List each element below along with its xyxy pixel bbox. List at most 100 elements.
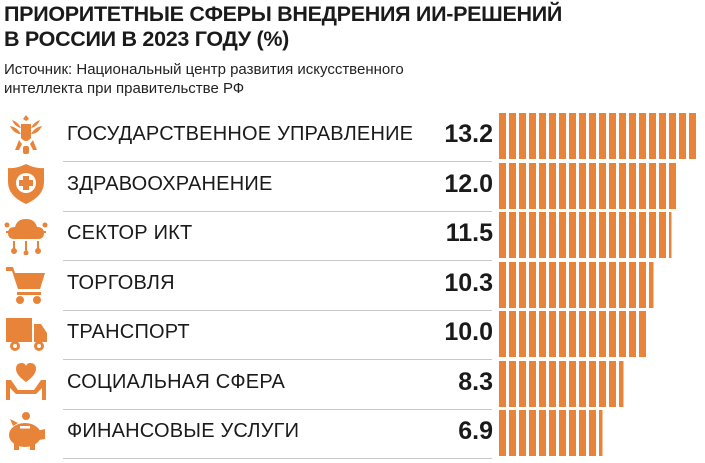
bar-segment — [609, 162, 616, 209]
bar-segment — [559, 113, 566, 159]
shopping-cart-icon — [4, 261, 48, 305]
bar-segment — [659, 212, 666, 258]
bar-segment — [519, 113, 526, 159]
bar-row: ТРАНСПОРТ 10.0 — [0, 310, 705, 360]
bar-segment — [669, 162, 676, 209]
bar — [499, 360, 624, 407]
value-label: 11.5 — [445, 219, 493, 247]
bar-segment — [499, 261, 506, 308]
bar-segment — [609, 261, 616, 308]
row-divider — [63, 309, 492, 311]
bar-segment — [609, 360, 616, 407]
bar-segment — [669, 113, 676, 159]
chart-title-line-2: В РОССИИ В 2023 ГОДУ (%) — [4, 27, 290, 51]
bar-segment — [589, 311, 596, 357]
bar-segment — [589, 212, 596, 258]
bar-chart: ГОСУДАРСТВЕННОЕ УПРАВЛЕНИЕ 13.2 ЗДРАВООХРА… — [0, 112, 705, 463]
heart-hands-icon — [4, 360, 48, 404]
chart-source-line-1: Источник: Национальный центр развития ис… — [4, 61, 404, 78]
bar-segment — [549, 212, 556, 258]
row-divider — [63, 408, 492, 410]
chart-source: Источник: Национальный центр развития ис… — [4, 60, 524, 98]
bar-segment — [659, 162, 666, 209]
bar-segment — [629, 261, 636, 308]
bar-track — [499, 360, 705, 408]
bar-segment — [649, 261, 654, 308]
bar-segment — [599, 311, 606, 357]
chart-title: ПРИОРИТЕТНЫЕ СФЕРЫ ВНЕДРЕНИЯ ИИ-РЕШЕНИЙ … — [4, 2, 564, 52]
bar-segment — [599, 212, 606, 258]
bar-segment — [609, 212, 616, 258]
bar-segment — [579, 261, 586, 308]
bar-segment — [509, 311, 516, 357]
value-label: 12.0 — [444, 169, 493, 198]
bar-segment — [569, 113, 576, 159]
bar-segment — [539, 162, 546, 209]
bar-segment — [639, 261, 646, 308]
bar-segment — [629, 311, 636, 357]
chart-title-line-1: ПРИОРИТЕТНЫЕ СФЕРЫ ВНЕДРЕНИЯ ИИ-РЕШЕНИЙ — [4, 2, 563, 26]
bar-row: СЕКТОР ИКТ 11.5 — [0, 211, 705, 261]
bar-segment — [529, 113, 536, 159]
bar-segment — [579, 410, 586, 456]
bar — [499, 113, 696, 159]
bar-segment — [509, 212, 516, 258]
category-label: СОЦИАЛЬНАЯ СФЕРА — [67, 370, 286, 393]
bar-row: СОЦИАЛЬНАЯ СФЕРА 8.3 — [0, 360, 705, 410]
bar-segment — [529, 311, 536, 357]
bar-segment — [629, 113, 636, 159]
bar — [499, 311, 646, 357]
bar — [499, 261, 654, 308]
value-label: 10.0 — [444, 318, 493, 346]
bar-segment — [559, 360, 566, 407]
bar — [499, 410, 603, 456]
bar-segment — [549, 311, 556, 357]
bar-segment — [569, 212, 576, 258]
category-label: ТРАНСПОРТ — [67, 321, 190, 343]
chart-source-line-2: интеллекта при правительстве РФ — [4, 80, 245, 97]
bar-segment — [519, 311, 526, 357]
bar-segment — [559, 162, 566, 209]
bar-segment — [649, 162, 656, 209]
category-label: ТОРГОВЛЯ — [67, 271, 175, 294]
bar-segment — [499, 113, 506, 159]
bar-segment — [499, 311, 506, 357]
bar-segment — [569, 162, 576, 209]
bar-segment — [539, 410, 546, 456]
bar-segment — [669, 212, 672, 258]
bar-segment — [539, 311, 546, 357]
bar-row: ЗДРАВООХРАНЕНИЕ 12.0 — [0, 162, 705, 212]
bar-segment — [689, 113, 696, 159]
bar-segment — [619, 261, 626, 308]
bar-segment — [589, 360, 596, 407]
piggy-bank-icon — [4, 409, 48, 453]
bar-segment — [519, 261, 526, 308]
bar-segment — [589, 113, 596, 159]
bar-segment — [599, 261, 606, 308]
bar-segment — [639, 212, 646, 258]
medical-shield-icon — [4, 162, 48, 206]
bar-segment — [589, 261, 596, 308]
bar-segment — [549, 162, 556, 209]
bar-segment — [539, 212, 546, 258]
bar-segment — [599, 113, 606, 159]
bar-segment — [509, 162, 516, 209]
bar-segment — [529, 162, 536, 209]
category-label: ФИНАНСОВЫЕ УСЛУГИ — [67, 420, 300, 442]
truck-icon — [4, 310, 48, 354]
bar-segment — [649, 212, 656, 258]
bar-segment — [569, 410, 576, 456]
bar-track — [499, 211, 705, 259]
bar-segment — [579, 360, 586, 407]
bar-segment — [539, 113, 546, 159]
bar-segment — [519, 360, 526, 407]
bar-segment — [569, 311, 576, 357]
bar-segment — [649, 113, 656, 159]
bar-segment — [519, 212, 526, 258]
bar-segment — [589, 410, 596, 456]
bar — [499, 162, 676, 209]
bar-segment — [559, 261, 566, 308]
category-label: ЗДРАВООХРАНЕНИЕ — [67, 172, 273, 195]
bar-segment — [529, 212, 536, 258]
value-label: 13.2 — [444, 120, 493, 148]
